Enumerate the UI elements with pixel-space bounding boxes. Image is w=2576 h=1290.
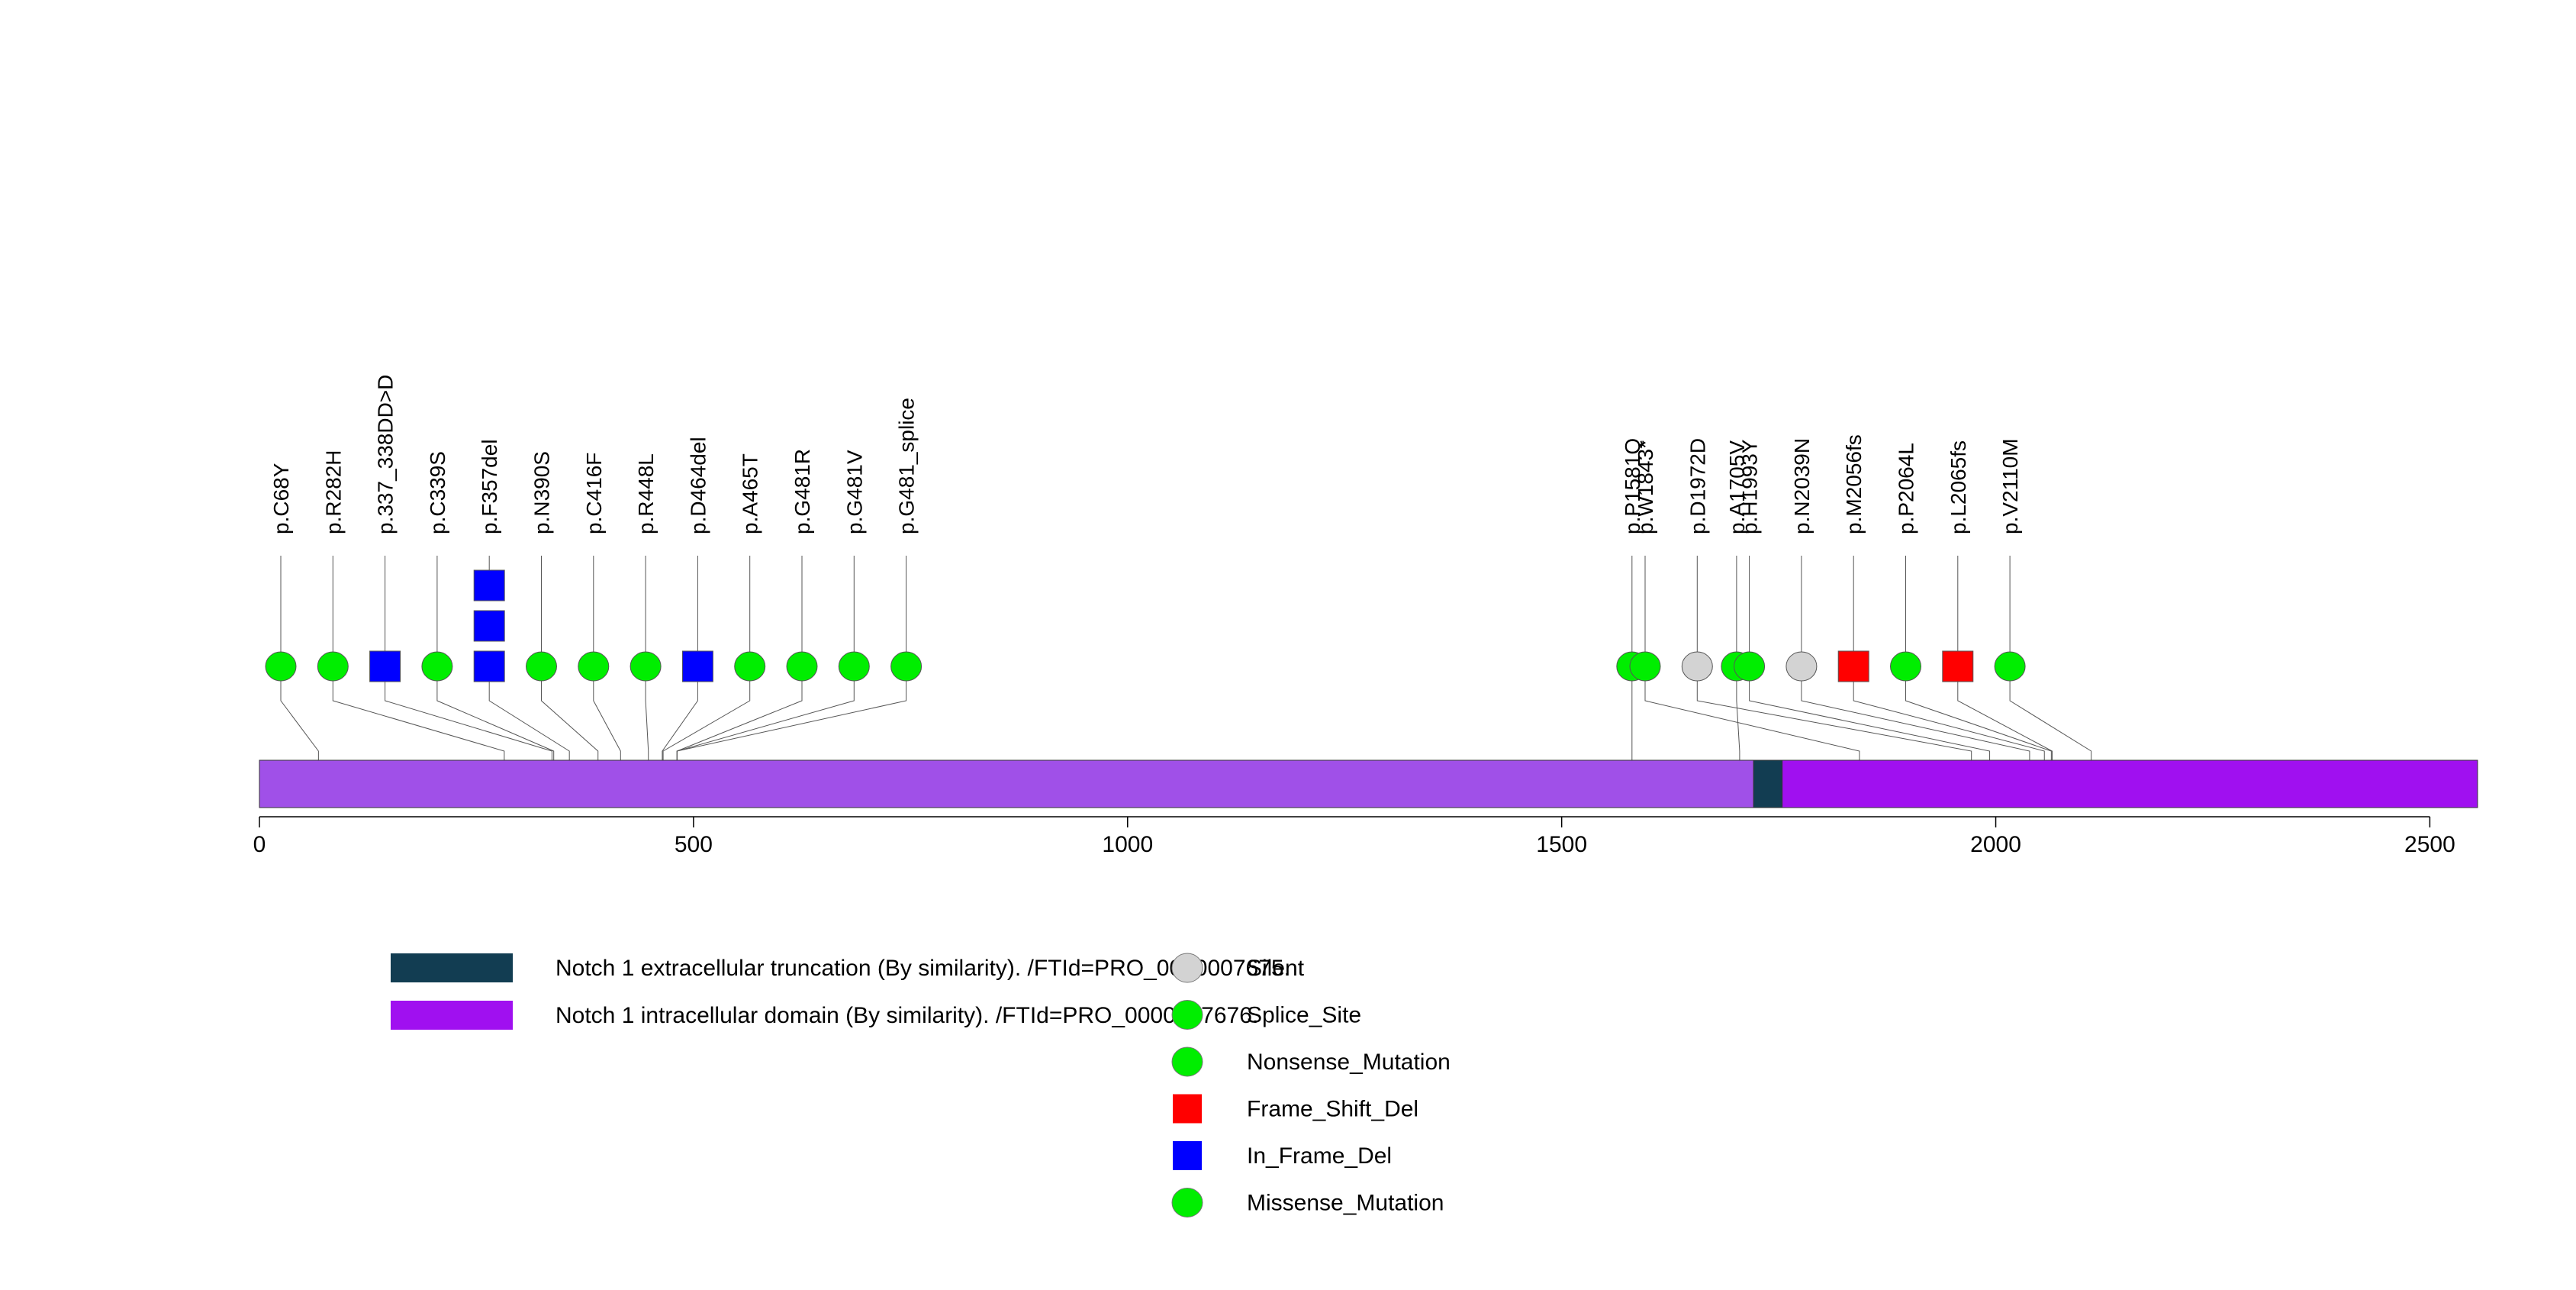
mutation-marker [734,651,766,682]
x-tick-label: 2500 [2404,832,2455,857]
mutation-marker [317,651,349,682]
mutation-label: p.N2039N [1790,438,1814,534]
mutation-label: p.G481V [842,450,866,534]
mutation-label: p.337_338DD>D [374,375,398,534]
mutation-marker [473,569,505,601]
x-tick-label: 0 [253,832,266,857]
mutation-label: p.P2064L [1895,443,1918,534]
mutation-label: p.A1705V [1725,440,1749,534]
legend: Notch 1 extracellular truncation (By sim… [391,953,1451,1217]
mutation-label: p.G481R [791,449,814,534]
mutation-marker [473,610,505,642]
mutation-label: p.V2110M [1998,438,2022,534]
legend-domain-label: Notch 1 intracellular domain (By similar… [555,1003,1258,1028]
mutation-label: p.N390S [530,451,554,534]
legend-label: Silent [1247,956,1305,981]
mutation-label: p.W1843* [1634,440,1657,534]
legend-domain-swatch [391,1001,513,1030]
protein-backbone-group [259,759,2478,808]
mutation-marker [1785,651,1818,682]
mutation-marker [1681,651,1713,682]
mutation-label: p.R282H [321,450,345,534]
mutation-marker [526,651,557,682]
mutation-marker [1994,651,2026,682]
mutation-label: p.M2056fs [1842,434,1866,534]
mutation-label: p.G481_splice [895,398,919,534]
mutation-marker [1837,650,1869,682]
legend-label: Nonsense_Mutation [1247,1050,1451,1075]
legend-swatch [1171,1047,1203,1077]
mutation-marker [1734,651,1766,682]
mutation-marker [786,651,818,682]
mutation-label: p.C68Y [269,463,293,534]
legend-swatch [1173,1094,1202,1124]
mutation-marker [630,651,662,682]
mutation-marker [473,650,505,682]
mutation-label: p.C416F [582,453,606,534]
legend-label: Frame_Shift_Del [1247,1097,1418,1122]
mutation-label: p.A465T [739,453,762,534]
domain-2 [1782,759,2478,808]
mutation-marker [578,651,610,682]
domain-1 [1753,759,1783,808]
x-tick-label: 1000 [1102,832,1153,857]
mutation-marker [890,651,923,682]
mutation-marker [838,651,870,682]
mutation-marker [1942,650,1974,682]
mutation-labels: p.C68Y p.R282H p.337_338DD>D p.C339S p.F357d… [269,375,2022,534]
mutation-marker [265,651,297,682]
mutation-label: p.F357del [478,439,501,534]
mutation-markers [265,569,2026,682]
legend-swatch [1173,1141,1202,1170]
mutation-label: p.D464del [686,437,710,534]
legend-swatch [1171,953,1203,983]
mutation-label: p.P1581Q [1621,438,1644,534]
mutation-label: p.R448L [634,453,658,534]
x-tick-label: 1500 [1536,832,1587,857]
mutation-label: p.H1993Y [1738,439,1762,534]
mutation-marker [1890,651,1921,682]
x-axis: 0 500 1000 1500 2000 2500 [253,816,2455,857]
legend-domain-label: Notch 1 extracellular truncation (By sim… [555,956,1290,981]
mutation-label: p.L2065fs [1946,440,1970,534]
legend-label: In_Frame_Del [1247,1143,1392,1169]
legend-swatch [1171,1000,1203,1030]
mutation-label: p.D1972D [1686,438,1709,534]
legend-domain-swatch [391,953,513,982]
legend-swatch [1171,1188,1203,1217]
x-tick-label: 500 [675,832,713,857]
mutation-marker [681,650,713,682]
mutation-label: p.C339S [426,451,449,534]
legend-label: Missense_Mutation [1247,1191,1444,1216]
mutation-marker [421,651,453,682]
mutation-marker [1629,651,1661,682]
legend-label: Splice_Site [1247,1003,1361,1028]
mutation-marker [369,650,401,682]
x-tick-label: 2000 [1970,832,2021,857]
